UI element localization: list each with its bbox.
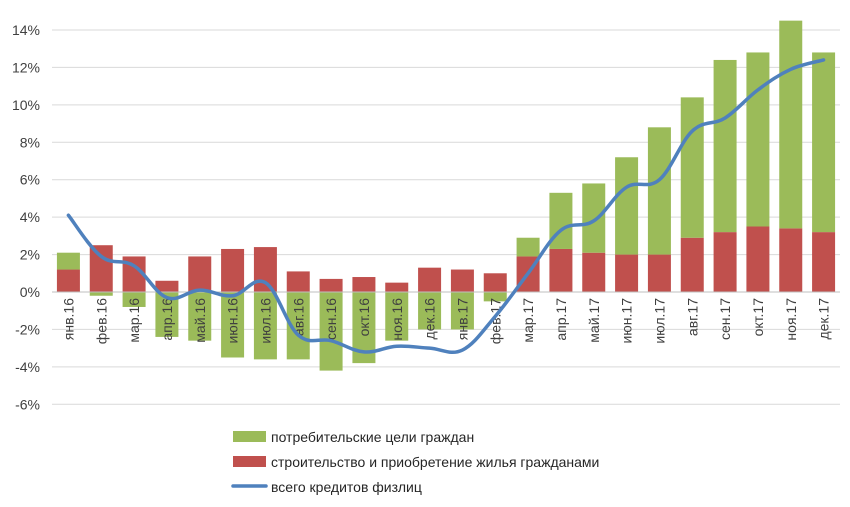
bar-consumer	[713, 59, 737, 233]
bar-consumer	[516, 237, 540, 257]
bar-consumer	[286, 292, 310, 360]
bar-housing	[385, 282, 409, 292]
grid-lines	[52, 29, 840, 405]
bar-consumer	[188, 292, 212, 341]
bar-housing	[615, 254, 639, 292]
bar-consumer	[615, 157, 639, 255]
bar-consumer	[122, 292, 146, 307]
x-tick-label: окт.16	[356, 298, 372, 337]
bar-housing	[188, 256, 212, 292]
bar-housing	[779, 228, 803, 292]
x-tick-label: мар.16	[126, 298, 142, 343]
bar-consumer	[89, 292, 113, 296]
x-tick-label: мар.17	[520, 298, 536, 343]
bar-housing	[286, 271, 310, 292]
y-tick-label: 8%	[20, 134, 40, 150]
y-axis: -6% -4% -2% 0% 2% 4% 6% 8% 10% 12% 14%	[12, 22, 40, 412]
y-tick-label: -4%	[15, 359, 40, 375]
x-tick-label: апр.16	[159, 298, 175, 341]
y-tick-label: 12%	[12, 59, 40, 75]
bar-housing	[122, 256, 146, 292]
bar-consumer	[418, 292, 442, 330]
bar-housing	[418, 267, 442, 292]
bar-housing	[89, 245, 113, 292]
bar-consumer	[779, 20, 803, 229]
x-tick-label: ноя.17	[783, 298, 799, 341]
bar-consumer	[352, 292, 376, 364]
bar-consumer	[253, 292, 277, 360]
x-axis: янв.16 фев.16 мар.16 апр.16 май.16 июн.16 июл.…	[52, 291, 840, 344]
bar-consumer	[155, 292, 179, 337]
bar-housing	[483, 273, 507, 292]
bar-housing	[319, 278, 343, 292]
bar-housing	[56, 269, 80, 292]
bar-housing	[812, 232, 836, 292]
bar-housing	[352, 277, 376, 292]
bar-housing	[155, 280, 179, 292]
x-tick-label: май.17	[586, 298, 602, 343]
bar-consumer	[680, 97, 704, 238]
bar-housing	[450, 269, 474, 292]
bar-housing	[680, 237, 704, 292]
x-tick-label: июн.17	[619, 298, 635, 344]
x-tick-label: окт.17	[750, 298, 766, 337]
y-tick-label: 10%	[12, 97, 40, 113]
bar-consumer	[385, 292, 409, 341]
y-tick-label: 14%	[12, 22, 40, 38]
bar-consumer	[56, 252, 80, 270]
x-tick-label: июл.17	[651, 298, 667, 344]
x-tick-label: авг.17	[684, 298, 700, 336]
line-total-credits	[66, 58, 826, 354]
bar-housing	[746, 226, 770, 292]
x-tick-label: авг.16	[290, 298, 306, 336]
x-tick-label: май.16	[192, 298, 208, 343]
bar-housing	[549, 248, 573, 292]
x-tick-label: янв.17	[454, 298, 470, 340]
bar-consumer	[582, 183, 606, 253]
y-tick-label: 6%	[20, 172, 40, 188]
x-tick-label: сен.16	[323, 298, 339, 340]
legend-swatch-housing	[233, 456, 266, 467]
y-tick-label: 4%	[20, 209, 40, 225]
x-tick-label: апр.17	[553, 298, 569, 341]
bar-housing	[221, 248, 245, 292]
bar-consumer	[221, 292, 245, 358]
y-tick-label: 2%	[20, 247, 40, 263]
legend: потребительские цели граждан строительст…	[231, 429, 599, 495]
x-tick-label: июн.16	[225, 298, 241, 344]
x-tick-label: сен.17	[717, 298, 733, 340]
bar-housing	[713, 232, 737, 292]
bar-housing	[253, 247, 277, 292]
legend-swatch-consumer	[233, 431, 266, 442]
legend-label-housing: строительство и приобретение жилья гражд…	[271, 454, 599, 470]
x-tick-label: янв.16	[60, 298, 76, 340]
bar-consumer	[746, 52, 770, 227]
x-tick-label: июл.16	[257, 298, 273, 344]
x-tick-label: фев.16	[93, 298, 109, 344]
x-tick-label: дек.16	[422, 298, 438, 340]
bar-consumer	[483, 292, 507, 302]
legend-label-consumer: потребительские цели граждан	[271, 429, 474, 445]
y-tick-label: 0%	[20, 284, 40, 300]
x-tick-label: дек.17	[816, 298, 832, 340]
bar-housing	[647, 254, 671, 292]
bar-consumer	[812, 52, 836, 233]
legend-label-total: всего кредитов физлиц	[271, 479, 422, 495]
bar-housing	[582, 252, 606, 292]
x-tick-label: ноя.16	[389, 298, 405, 341]
total-line	[66, 58, 826, 354]
bar-consumer	[450, 292, 474, 330]
bar-consumer	[647, 127, 671, 255]
y-tick-label: -6%	[15, 396, 40, 412]
bar-consumer	[319, 292, 343, 371]
y-tick-label: -2%	[15, 321, 40, 337]
